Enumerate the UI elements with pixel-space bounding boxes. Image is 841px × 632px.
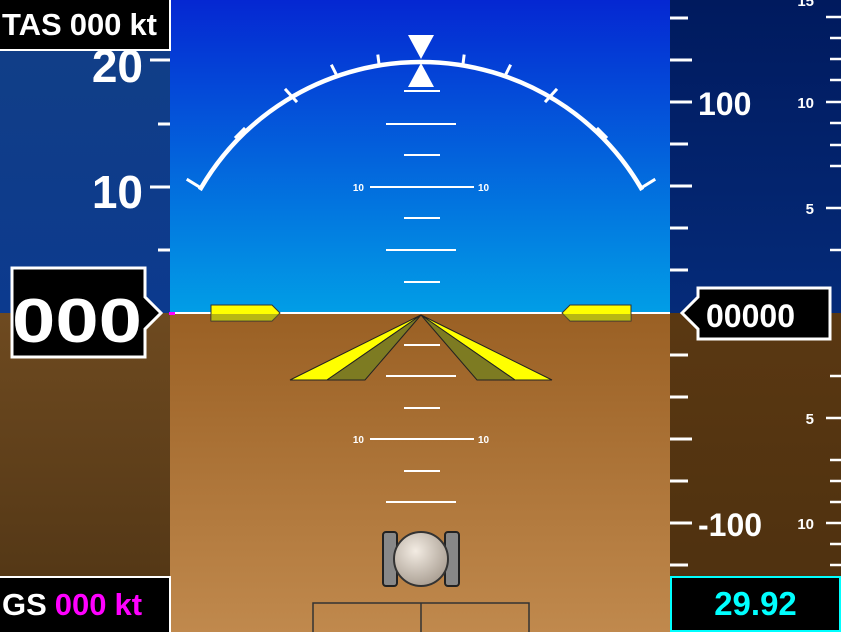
true-airspeed-box: TAS 000 kt bbox=[0, 0, 171, 51]
ground-speed-box: GS 000 kt bbox=[0, 576, 171, 632]
vsi-scale-label: 10 bbox=[797, 95, 814, 112]
slip-ball-icon bbox=[382, 531, 460, 587]
tas-value: 000 bbox=[69, 6, 122, 42]
roll-pointer-icon bbox=[408, 35, 434, 59]
gs-label: GS bbox=[2, 587, 47, 622]
altitude-readout: 00000 bbox=[706, 298, 795, 334]
heading-frame bbox=[312, 602, 530, 632]
vsi-scale-label: 10 bbox=[797, 516, 814, 533]
altitude-readout-box bbox=[679, 286, 832, 341]
speed-bug bbox=[169, 312, 175, 315]
aircraft-wings-icon bbox=[289, 314, 553, 381]
baro-setting: 29.92 bbox=[714, 585, 797, 622]
tas-label: TAS bbox=[2, 6, 62, 42]
altitude-scale-label: -100 bbox=[698, 507, 762, 543]
tas-unit: kt bbox=[129, 6, 158, 42]
vsi-scale-label: 15 bbox=[797, 0, 814, 10]
pitch-label: 10 bbox=[353, 435, 365, 446]
roll-index-icon bbox=[408, 63, 434, 87]
vsi-scale-label: 5 bbox=[806, 411, 814, 428]
pitch-label: 10 bbox=[353, 183, 365, 194]
speed-scale-label: 10 bbox=[92, 166, 143, 218]
pitch-ladder bbox=[370, 90, 474, 503]
vsi-scale-label: 5 bbox=[806, 201, 814, 218]
gs-unit: kt bbox=[114, 587, 143, 622]
altitude-scale-label: 100 bbox=[698, 86, 751, 122]
baro-setting-box[interactable]: 29.92 bbox=[670, 576, 841, 632]
pitch-label: 10 bbox=[478, 183, 490, 194]
gs-value: 000 bbox=[54, 587, 107, 622]
roll-scale bbox=[185, 54, 657, 192]
airspeed-readout: 000 bbox=[12, 287, 142, 356]
airspeed-readout-box bbox=[10, 266, 164, 359]
pitch-label: 10 bbox=[478, 435, 490, 446]
